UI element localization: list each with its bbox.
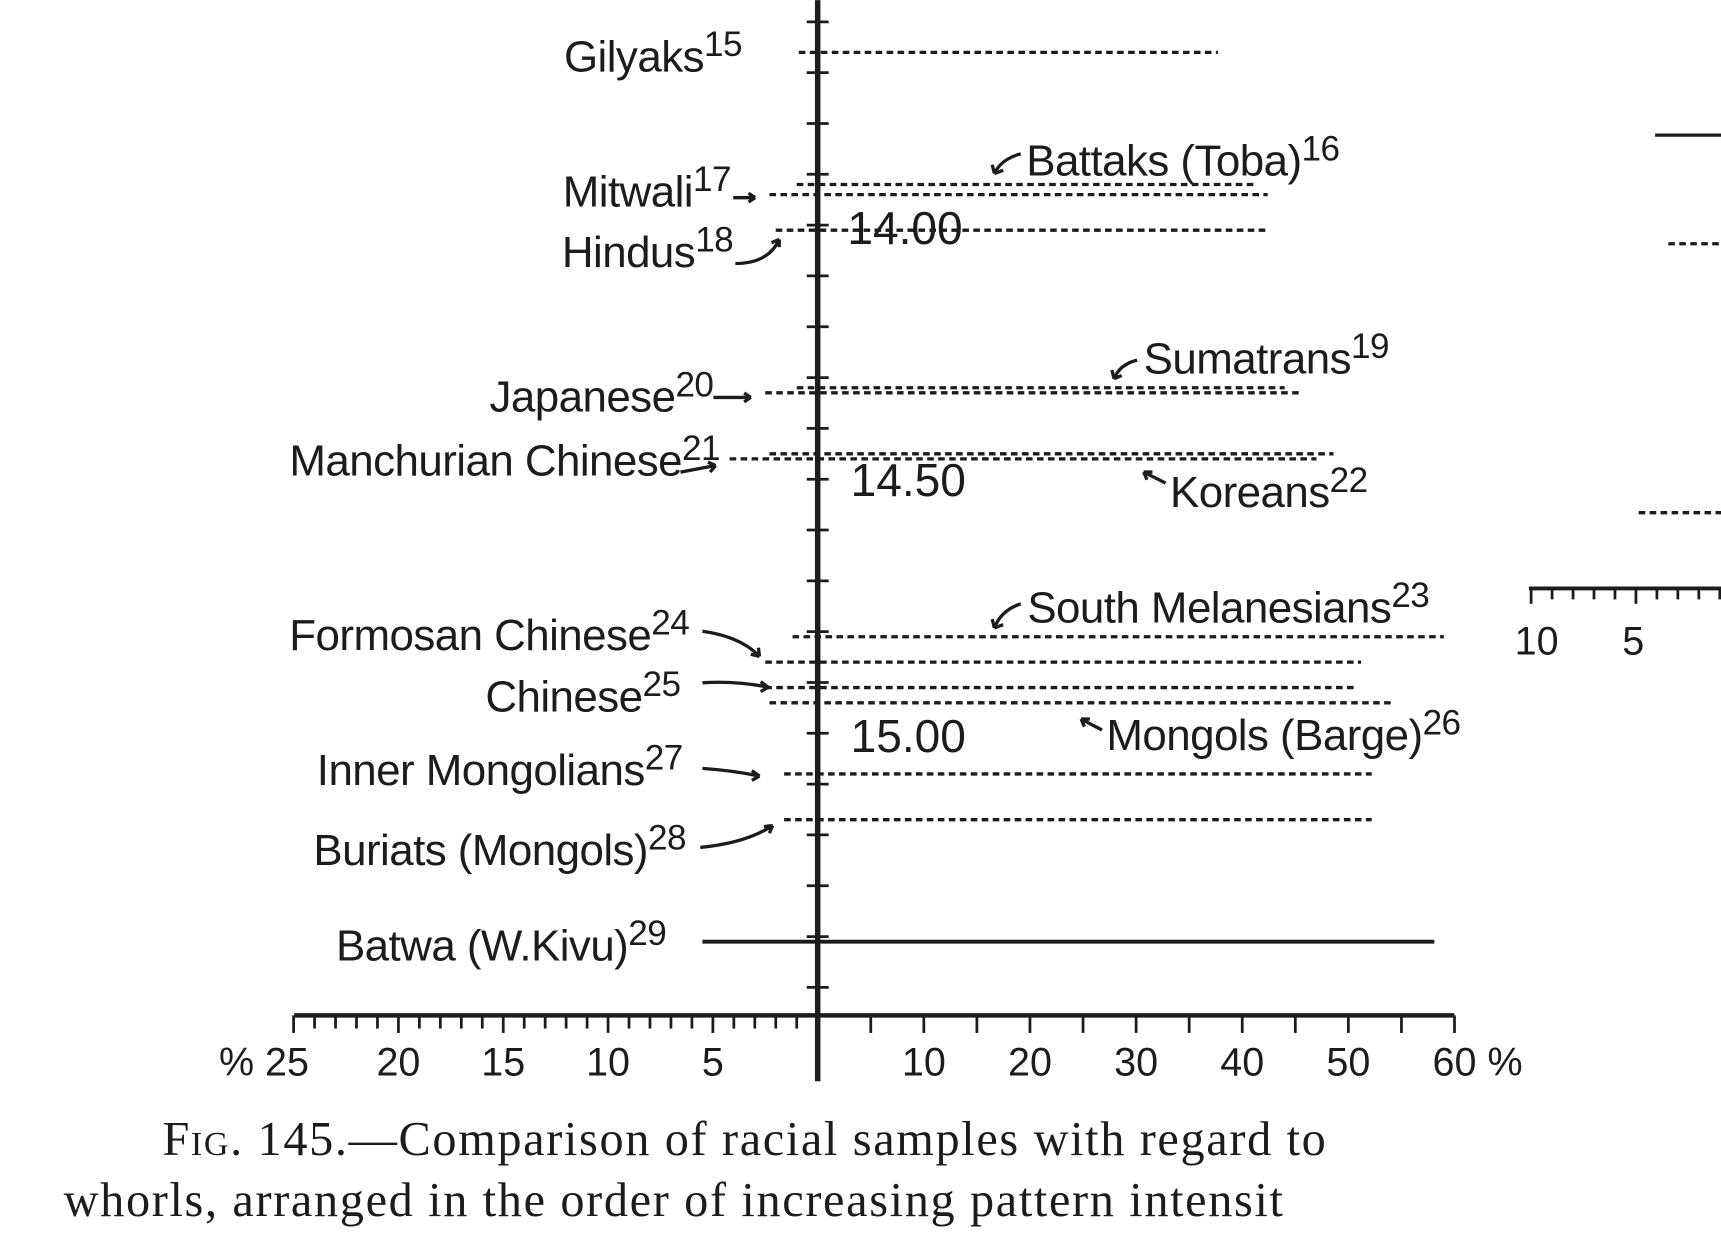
figure-number: Fig. 145. bbox=[162, 1113, 348, 1166]
label-gilyaks: Gilyaks15 bbox=[564, 25, 742, 81]
partial-x-tick-label: 5 bbox=[1622, 619, 1644, 663]
figure-caption-line-2: whorls, arranged in the order of increas… bbox=[64, 1174, 1285, 1227]
label-chinese: Chinese25 bbox=[485, 665, 680, 721]
arrow-mitwali-icon bbox=[733, 191, 757, 204]
figure-caption-line-1: Fig. 145.—Comparison of racial samples w… bbox=[162, 1113, 1327, 1166]
label-south-melanesians: South Melanesians23 bbox=[1027, 576, 1429, 632]
arrow-inner-mongolians-icon bbox=[702, 766, 761, 782]
arrow-koreans-icon bbox=[1142, 470, 1167, 485]
label-formosan-chinese: Formosan Chinese24 bbox=[289, 604, 689, 660]
x-tick-label-right: 30 bbox=[1114, 1041, 1158, 1085]
label-sumatrans: Sumatrans19 bbox=[1144, 327, 1389, 383]
x-tick-label-right: 10 bbox=[902, 1041, 946, 1085]
y-axis-label-15-00: 15.00 bbox=[851, 710, 966, 762]
label-buriats: Buriats (Mongols)28 bbox=[313, 819, 686, 875]
x-tick-label-right: 50 bbox=[1326, 1041, 1370, 1085]
x-tick-label-left: 20 bbox=[376, 1041, 420, 1085]
partial-x-tick-label: 10 bbox=[1515, 619, 1559, 663]
x-tick-label-left: 10 bbox=[586, 1041, 630, 1085]
x-tick-label-right: 20 bbox=[1008, 1041, 1052, 1085]
label-mitwali: Mitwali17 bbox=[563, 160, 731, 216]
arrow-chinese-icon bbox=[702, 680, 770, 694]
label-inner-mongolians: Inner Mongolians27 bbox=[317, 739, 683, 795]
arrow-mongols-icon bbox=[1079, 717, 1103, 732]
x-tick-label-left: 5 bbox=[702, 1041, 724, 1085]
arrow-south-melanesians-icon bbox=[990, 602, 1022, 630]
label-hindus: Hindus18 bbox=[562, 220, 733, 276]
leader-arrows bbox=[680, 152, 1167, 850]
y-axis-label-14-50: 14.50 bbox=[851, 454, 966, 506]
y-axis-label-14-00: 14.00 bbox=[847, 202, 962, 254]
arrow-sumatrans-icon bbox=[1110, 358, 1138, 381]
label-manchurian-chinese: Manchurian Chinese21 bbox=[289, 429, 720, 485]
arrow-japanese-icon bbox=[713, 391, 752, 404]
chart-marks: % 25 20 15 10 5 10 20 30 40 50 60 % 10 5 bbox=[219, 0, 1721, 1085]
label-koreans: Koreans22 bbox=[1170, 461, 1368, 517]
label-battaks: Battaks (Toba)16 bbox=[1026, 129, 1339, 185]
label-batwa: Batwa (W.Kivu)29 bbox=[336, 914, 666, 970]
x-tick-label-right: 60 % bbox=[1433, 1041, 1523, 1085]
arrow-battaks-icon bbox=[990, 152, 1022, 176]
label-japanese: Japanese20 bbox=[489, 365, 713, 421]
x-tick-label-left: 15 bbox=[481, 1041, 525, 1085]
label-mongols-barge: Mongols (Barge)26 bbox=[1106, 703, 1460, 759]
arrow-hindus-icon bbox=[735, 237, 781, 266]
arrow-manchurian-icon bbox=[680, 460, 717, 474]
x-tick-label-right: 40 bbox=[1220, 1041, 1264, 1085]
x-tick-label-left: % 25 bbox=[219, 1041, 309, 1085]
arrow-formosan-icon bbox=[702, 629, 762, 659]
arrow-buriats-icon bbox=[700, 823, 775, 850]
